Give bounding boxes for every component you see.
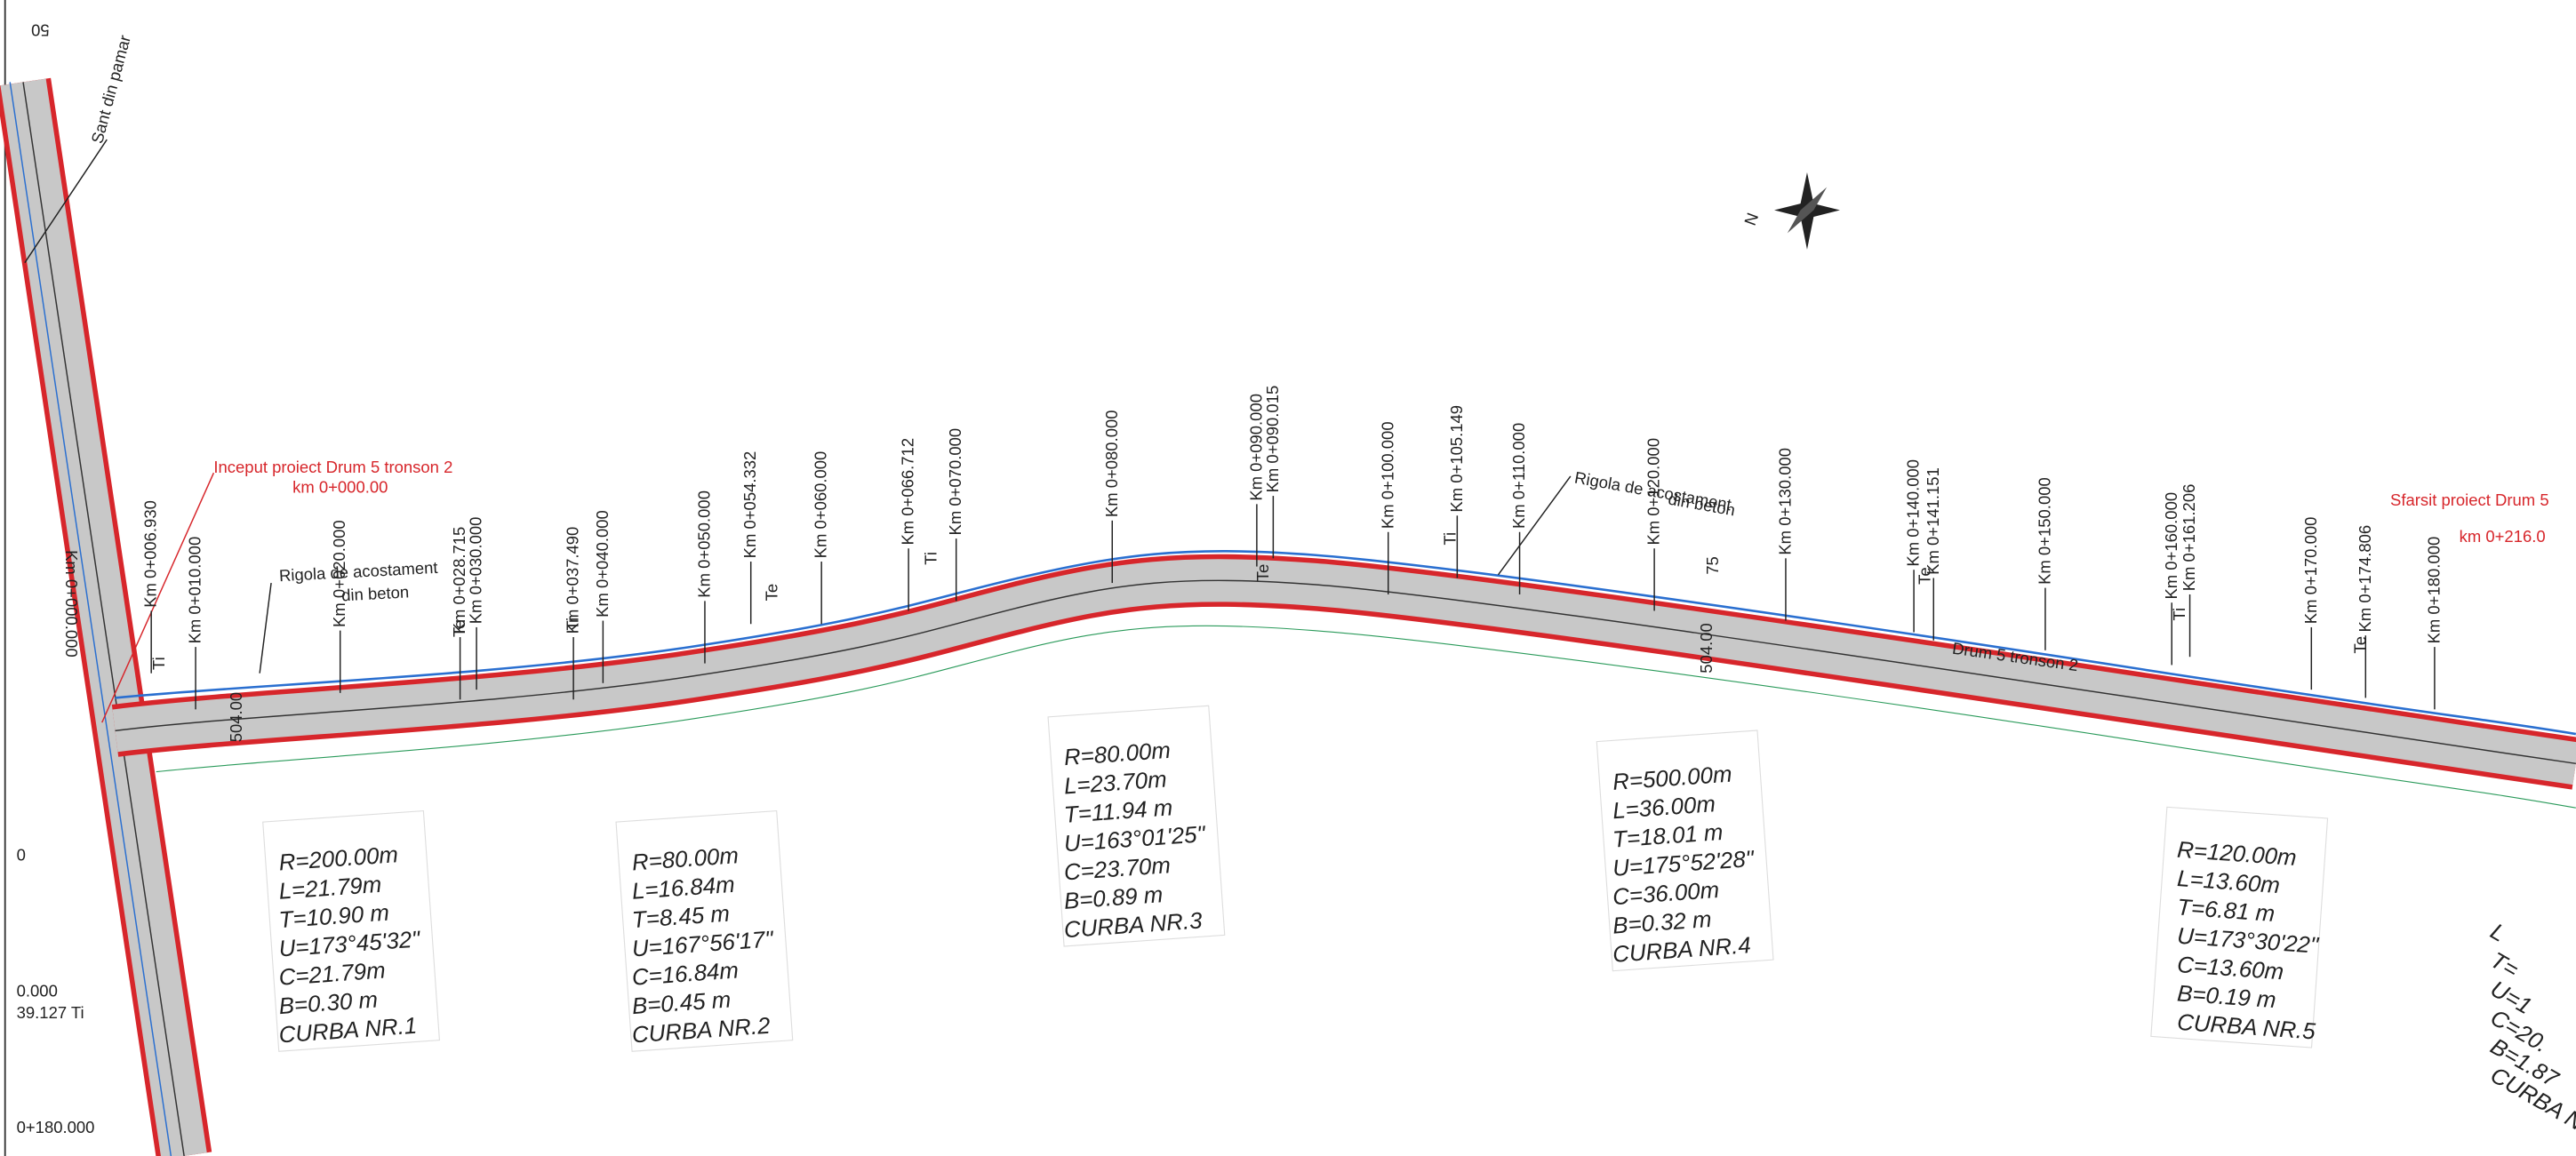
station-label: Km 0+170.000 [2301,517,2320,625]
station-label: Km 0+130.000 [1775,448,1794,555]
curve-box [615,809,794,1052]
tangent-label: Ti [564,618,582,631]
edge-label: 0 [17,845,26,864]
rigola-label: din beton [341,582,410,604]
tangent-label: Ti [2170,608,2188,621]
curve-box [262,809,441,1052]
station-label: Km 0+160.000 [2162,492,2180,600]
tangent-label: Te [450,620,468,638]
tangent-label: Te [2350,636,2369,654]
station-label: Km 0+070.000 [946,428,964,536]
station-label: Km 0+150.000 [2035,477,2053,585]
tangent-label: Te [1253,564,1272,582]
elevation-label: 504.00 [227,692,245,743]
station-label: Km 0+140.000 [1904,459,1923,567]
vertical-road [0,77,212,1156]
tangent-label: Te [1916,567,1934,585]
tangent-label: Ti [1440,532,1459,546]
end-km: km 0+216.0 [2460,527,2546,546]
start-km: km 0+000.00 [292,477,388,496]
station-label: Km 0+054.332 [740,451,759,559]
edge-label: 0+180.000 [17,1118,95,1136]
station-label: Km 0+066.712 [899,438,917,546]
station-label: Km 0+090.000 [1246,394,1265,501]
elevation-label: 75 [1703,556,1722,575]
edge-label: 39.127 Ti [17,1003,84,1022]
station-label: Km 0+080.000 [1102,410,1121,517]
edge-label: 0.000 [17,982,58,1001]
station-label: Km 0+110.000 [1509,423,1528,529]
station-label: Km 0+060.000 [812,451,830,559]
start-label: Inceput proiect Drum 5 tronson 2 [213,458,452,476]
station-label: Km 0+037.490 [564,527,582,634]
curve-box [1596,729,1774,972]
station-label: Km 0+040.000 [593,510,612,618]
station-label: Km 0+090.015 [1263,386,1282,493]
station-label: Km 0+050.000 [694,490,713,598]
elevation-label: 504.00 [1697,623,1716,673]
station-label: Km 0+100.000 [1378,421,1396,529]
station-label: Km 0+006.930 [141,500,160,608]
station-label: Km 0+161.206 [2180,484,2198,592]
station-label: Km 0+010.000 [186,537,204,644]
station-label: Km 0+030.000 [467,517,485,625]
north-label: N [1740,211,1762,228]
main-road [111,550,2576,809]
station-label: Km 0+180.000 [2424,537,2443,644]
station-label: Km 0+020.000 [330,520,348,627]
tangent-label: Ti [149,657,168,670]
station-label: Km 0+174.806 [2356,525,2374,633]
station-label: Km 0+120.000 [1644,438,1663,546]
end-label: Sfarsit proiect Drum 5 [2390,490,2549,509]
tangent-label: Ti [922,552,940,565]
arrows [24,139,1572,723]
station-label: Km 0+105.149 [1447,405,1466,513]
compass [1774,172,1840,250]
curve-box [1047,705,1226,947]
station-label: Km 0+028.715 [450,527,468,634]
tangent-label: Te [762,584,780,602]
curve-box [2150,806,2329,1048]
station-label: Km 0+000.000 [62,550,81,658]
station-label: Km 0+141.151 [1924,467,1942,575]
edge-label: 50 [31,21,50,40]
